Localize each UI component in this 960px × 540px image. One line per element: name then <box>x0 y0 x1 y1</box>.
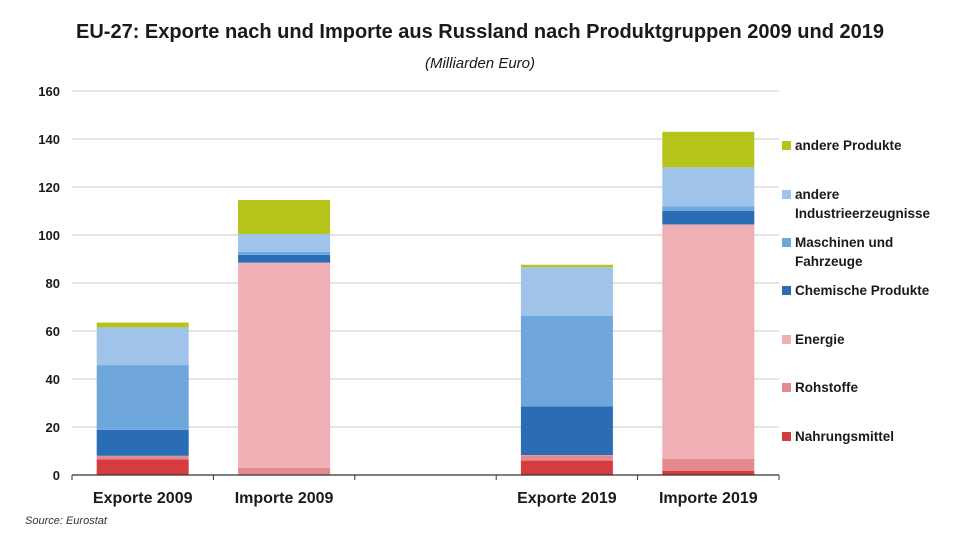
legend-label: Nahrungsmittel <box>795 429 894 444</box>
legend-label: Industrieerzeugnisse <box>795 206 931 221</box>
source-note: Source: Eurostat <box>25 515 108 527</box>
x-category-label: Importe 2009 <box>235 490 334 507</box>
legend-swatch <box>782 141 791 150</box>
bar-segment <box>238 234 331 252</box>
bar-segment <box>96 456 189 460</box>
bar-segment <box>96 365 189 430</box>
y-tick-label: 120 <box>38 180 60 195</box>
y-axis: 0 20 40 60 80 100 120 140 160 <box>38 84 60 483</box>
legend-label: Maschinen und <box>795 235 893 250</box>
x-category-label: Exporte 2009 <box>93 490 193 507</box>
legend-swatch <box>782 238 791 247</box>
x-axis: Exporte 2009 Importe 2009 Exporte 2019 Impo… <box>71 474 780 507</box>
bar-segment <box>662 167 755 207</box>
legend-label: Energie <box>795 332 845 347</box>
y-tick-label: 20 <box>46 420 60 435</box>
y-tick-label: 160 <box>38 84 60 99</box>
legend-label: Fahrzeuge <box>795 254 863 269</box>
legend-swatch <box>782 286 791 295</box>
bar-segment <box>238 262 331 468</box>
legend: andere Produkte andere Industrieerzeugniss… <box>782 138 931 444</box>
y-tick-label: 80 <box>46 276 60 291</box>
bar-segment <box>520 406 613 456</box>
bar-segment <box>520 267 613 316</box>
legend-label: andere <box>795 187 840 202</box>
bar-segment <box>520 315 613 407</box>
bar-segment <box>238 199 331 235</box>
x-category-label: Importe 2019 <box>659 490 758 507</box>
bar-segment <box>238 467 331 475</box>
bar-segment <box>662 206 755 211</box>
bars <box>96 131 755 475</box>
legend-label: Rohstoffe <box>795 380 858 395</box>
bar-segment <box>520 455 613 461</box>
bar-segment <box>520 264 613 268</box>
bar-segment <box>238 254 331 263</box>
bar-segment <box>96 459 189 475</box>
bar-segment <box>96 429 189 456</box>
chart-title: EU-27: Exporte nach und Importe aus Russ… <box>76 21 884 43</box>
gridlines <box>72 90 779 428</box>
bar-segment <box>662 210 755 225</box>
legend-swatch <box>782 335 791 344</box>
bar-segment <box>96 327 189 366</box>
bar-segment <box>662 131 755 168</box>
legend-swatch <box>782 432 791 441</box>
legend-label: andere Produkte <box>795 138 902 153</box>
bar-segment <box>662 224 755 459</box>
y-tick-label: 0 <box>53 468 60 483</box>
chart-subtitle: (Milliarden Euro) <box>425 55 535 72</box>
bar-segment <box>96 322 189 328</box>
y-tick-label: 60 <box>46 324 60 339</box>
bar-segment <box>662 458 755 471</box>
x-category-label: Exporte 2019 <box>517 490 617 507</box>
y-tick-label: 40 <box>46 372 60 387</box>
bar-segment <box>238 251 331 255</box>
y-tick-label: 100 <box>38 228 60 243</box>
legend-swatch <box>782 190 791 199</box>
legend-label: Chemische Produkte <box>795 283 930 298</box>
bar-segment <box>662 470 755 475</box>
bar-segment <box>520 460 613 475</box>
legend-swatch <box>782 383 791 392</box>
y-tick-label: 140 <box>38 132 60 147</box>
